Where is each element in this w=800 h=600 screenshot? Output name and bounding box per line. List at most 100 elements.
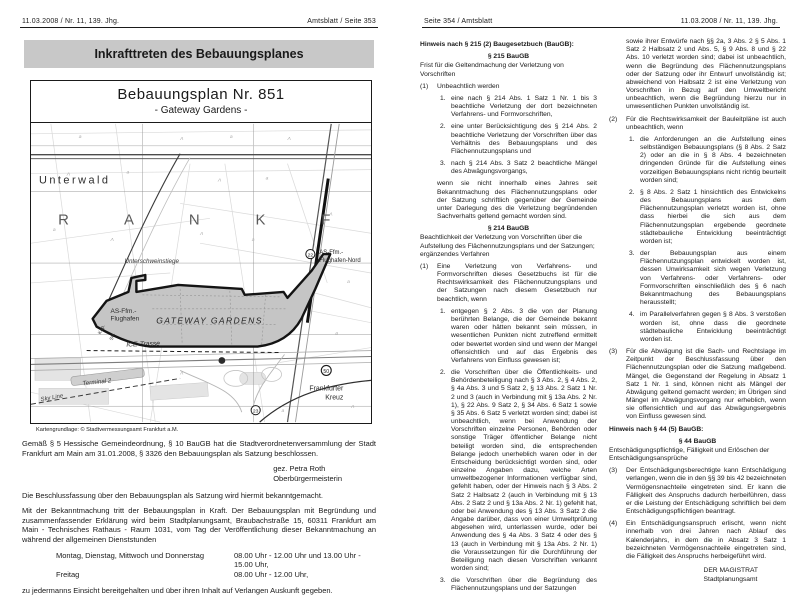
svg-text:Λ: Λ [179, 136, 184, 142]
legal-column-2: sowie ihrer Entwürfe nach §§ 2a, 3 Abs. … [609, 38, 786, 596]
badge-50: 50 [323, 369, 329, 375]
page-number: Amtsblatt / Seite 353 [307, 18, 376, 25]
office-hours: Montag, Dienstag, Mittwoch und Donnersta… [56, 551, 376, 580]
item-text: § 8 Abs. 2 Satz 1 hinsichtlich des Entwi… [640, 188, 786, 245]
magistrat-line: DER MAGISTRAT [703, 567, 759, 575]
paragraph-text: Der Entschädigungsberechtigte kann Entsc… [626, 467, 786, 516]
item-text: entgegen § 2 Abs. 3 die von der Planung … [451, 307, 597, 364]
item-text: die Anforderungen an die Aufstellung ein… [640, 135, 786, 184]
paragraph-text: Ein Entschädigungsanspruch erlischt, wen… [626, 520, 786, 560]
department-line: Stadtplanungsamt [703, 575, 758, 583]
svg-text:a: a [347, 280, 350, 285]
page-right: Seite 354 / Amtsblatt 11.03.2008 / Nr. 1… [402, 0, 800, 600]
item-text: eine unter Berücksichtigung des § 214 Ab… [451, 123, 597, 155]
plan-number: Bebauungsplan Nr. 851 [117, 86, 285, 103]
signature-block: gez. Petra Roth Oberbürgermeisterin [273, 464, 342, 484]
item-number: 3. [629, 250, 635, 258]
svg-text:Λ: Λ [328, 211, 333, 217]
law-215-title: § 215 BauGB [487, 53, 530, 61]
item-number: 2. [629, 188, 635, 196]
continuation-text: sowie ihrer Entwürfe nach §§ 2a, 3 Abs. … [626, 38, 786, 111]
label-gateway-gardens: GATEWAY GARDENS [156, 316, 263, 326]
list-item: 2. die Vorschriften über die Öffentlichk… [440, 369, 597, 573]
road-badges: 22 50 23 [218, 249, 332, 416]
closing-clause: wenn sie nicht innerhalb eines Jahres se… [437, 180, 597, 221]
item-text: eine nach § 214 Abs. 1 Satz 1 Nr. 1 bis … [451, 94, 597, 119]
law-214-title: § 214 BauGB [487, 225, 530, 233]
page-number: Seite 354 / Amtsblatt [424, 18, 493, 25]
motorway-band [31, 350, 371, 423]
svg-text:Λ: Λ [199, 231, 204, 237]
announcement-paragraph: Die Beschlussfassung über den Bebauungsp… [22, 490, 324, 500]
plan-name: - Gateway Gardens - [154, 105, 248, 116]
hours-times: 08.00 Uhr - 12.00 Uhr und 13.00 Uhr - 15… [234, 550, 361, 570]
page-left: 11.03.2008 / Nr. 11, 139. Jhg. Amtsblatt… [0, 0, 398, 600]
badge-23: 23 [253, 408, 259, 414]
map-title-block: Bebauungsplan Nr. 851 - Gateway Gardens … [31, 81, 371, 123]
hinweis-44-heading: Hinweis nach § 44 (5) BauGB: [609, 425, 704, 433]
label-unterschweinstiege: Unterschweinstiege [124, 258, 179, 265]
label-frankfurt: F R A N K F U R T [31, 212, 371, 228]
svg-text:a: a [126, 171, 129, 176]
announcement-title: Inkrafttreten des Bebauungsplanes [24, 40, 374, 68]
list-item: 1. entgegen § 2 Abs. 3 die von der Planu… [440, 308, 597, 365]
item-text: nach § 214 Abs. 3 Satz 2 beachtliche Män… [451, 160, 597, 176]
list-item: 3. nach § 214 Abs. 3 Satz 2 beachtliche … [440, 160, 597, 176]
paragraph-number: (3) [609, 348, 618, 356]
office-hours-row: Freitag 08.00 Uhr - 12.00 Uhr, [56, 570, 376, 580]
svg-text:a: a [335, 332, 338, 337]
paragraph-number: (4) [609, 520, 618, 528]
law-44-subtitle: Entschädigungspflichtige, Fälligkeit und… [609, 446, 770, 463]
paragraph-number: (1) [420, 82, 429, 90]
paragraph-3-44: (3) Der Entschädigungsberechtigte kann E… [609, 467, 786, 516]
list-item: 2. § 8 Abs. 2 Satz 1 hinsichtlich des En… [629, 189, 786, 246]
item-text: die Vorschriften über die Begründung des… [451, 577, 597, 593]
issue-date: 11.03.2008 / Nr. 11, 139. Jhg. [680, 18, 778, 25]
label-as-flughafen-1: AS-Ffm.- [111, 308, 137, 315]
list-item: 4. im Parallelverfahren gegen § 8 Abs. 3… [629, 311, 786, 344]
svg-text:a: a [282, 409, 285, 414]
svg-text:Λ: Λ [350, 404, 355, 410]
list-item: 3. der Bebauungsplan aus einem Flächennu… [629, 250, 786, 307]
curved-road [106, 153, 181, 306]
paragraph-text: Für die Abwägung ist die Sach- und Recht… [626, 348, 786, 421]
skyline-track [31, 377, 181, 405]
paragraph-1: (1) Unbeachtlich werden [420, 83, 597, 91]
svg-text:Λ: Λ [110, 237, 115, 243]
item-text: die Vorschriften über die Öffentlichkeit… [451, 369, 597, 573]
svg-text:Λ: Λ [286, 136, 291, 142]
svg-text:a: a [252, 238, 255, 243]
svg-text:a: a [53, 228, 56, 233]
hours-days: Montag, Dienstag, Mittwoch und Donnersta… [56, 550, 204, 560]
map-source-caption: Kartengrundlage: © Stadtvermessungsamt F… [36, 427, 179, 433]
page-header-left: 11.03.2008 / Nr. 11, 139. Jhg. Amtsblatt… [20, 18, 378, 28]
item-number: 2. [440, 123, 446, 131]
paragraph-2-214: (2) Für die Rechtswirksamkeit der Baulei… [609, 116, 786, 132]
law-215-subtitle: Frist für die Geltendmachung der Verletz… [420, 62, 564, 78]
page-header-right: Seite 354 / Amtsblatt 11.03.2008 / Nr. 1… [422, 18, 780, 28]
office-hours-row: Montag, Dienstag, Mittwoch und Donnersta… [56, 551, 376, 571]
list-item: 2. eine unter Berücksichtigung des § 214… [440, 123, 597, 156]
paragraph-text: Unbeachtlich werden [437, 82, 500, 90]
signature-role: Oberbürgermeisterin [273, 473, 342, 483]
legal-column-1: Hinweis nach § 215 (2) Baugesetzbuch (Ba… [420, 38, 597, 596]
label-sky-line: Sky Line [40, 393, 64, 403]
item-number: 1. [440, 94, 446, 102]
item-text: im Parallelverfahren gegen § 8 Abs. 3 ve… [640, 311, 786, 343]
item-number: 3. [440, 577, 446, 585]
paragraph-text: Für die Rechtswirksamkeit der Bauleitplä… [626, 115, 786, 131]
paragraph-4-44: (4) Ein Entschädigungsanspruch erlischt,… [609, 520, 786, 561]
left-page-body: Gemäß § 5 Hessische Gemeindeordnung, § 1… [22, 439, 376, 596]
item-number: 1. [440, 307, 446, 315]
svg-text:a: a [266, 177, 269, 182]
closing-paragraph: zu jedermanns Einsicht bereitgehalten un… [22, 585, 333, 595]
label-ice-trasse: ICE-Trasse [126, 340, 160, 348]
paragraph-1-214: (1) Eine Verletzung von Verfahrens- und … [420, 263, 597, 304]
legal-text-columns: Hinweis nach § 215 (2) Baugesetzbuch (Ba… [420, 38, 786, 596]
svg-text:Λ: Λ [66, 172, 71, 178]
list-item: 3. die Vorschriften über die Begründung … [440, 577, 597, 593]
badge-22: 22 [308, 252, 314, 258]
paragraph-text: Eine Verletzung von Verfahrens- und Form… [437, 262, 597, 303]
svg-text:a: a [230, 135, 233, 140]
